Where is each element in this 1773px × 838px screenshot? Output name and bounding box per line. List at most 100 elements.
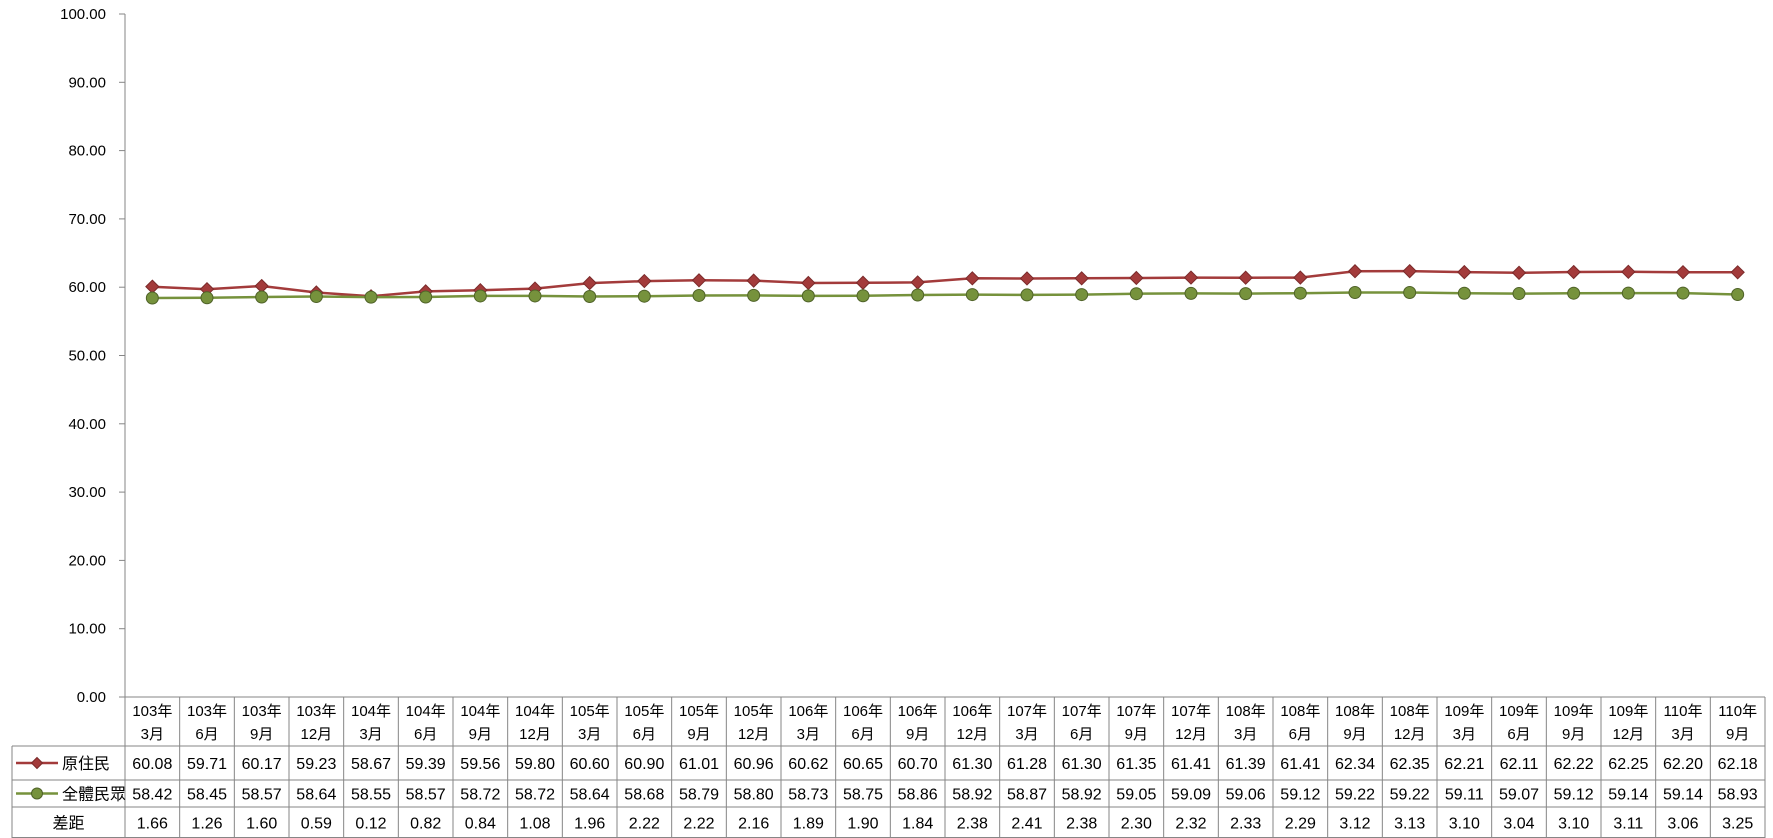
y-tick-label: 50.00: [68, 348, 106, 365]
table-cell: 61.28: [1007, 756, 1047, 773]
x-tick-label-month: 12月: [519, 726, 551, 743]
series-point-1: [1293, 270, 1308, 285]
table-cell: 3.04: [1503, 816, 1534, 833]
table-cell: 61.01: [679, 756, 719, 773]
series-point-2: [856, 289, 870, 303]
series-point-2: [692, 288, 706, 302]
table-cell: 3.11: [1613, 816, 1643, 833]
x-tick-label-year: 103年: [187, 703, 227, 720]
legend-key-marker-2: [31, 787, 43, 800]
x-tick-label-month: 12月: [1394, 726, 1426, 743]
series-point-2: [1621, 286, 1635, 300]
series-point-2: [1567, 286, 1581, 300]
y-tick-label: 40.00: [68, 416, 106, 433]
table-cell: 58.42: [132, 787, 172, 804]
series-point-2: [1457, 286, 1471, 300]
table-cell: 60.62: [788, 756, 828, 773]
series-point-2: [309, 289, 323, 303]
y-tick-label: 100.00: [60, 6, 106, 23]
table-cell: 2.38: [957, 816, 988, 833]
x-tick-label-year: 110年: [1664, 703, 1703, 720]
series-point-2: [200, 291, 214, 305]
x-tick-label-month: 12月: [1612, 726, 1644, 743]
x-tick-label-month: 3月: [797, 726, 820, 743]
x-tick-label-month: 12月: [738, 726, 770, 743]
series-point-2: [419, 290, 433, 304]
table-cell: 3.13: [1394, 816, 1425, 833]
table-cell: 62.20: [1663, 756, 1703, 773]
series-point-1: [1347, 264, 1363, 279]
x-tick-label-month: 9月: [687, 726, 710, 743]
series-point-2: [1293, 286, 1307, 300]
table-cell: 2.41: [1011, 816, 1042, 833]
series-point-1: [746, 273, 761, 288]
x-tick-label-month: 12月: [300, 726, 332, 743]
series-point-2: [473, 289, 487, 303]
table-cell: 60.96: [734, 756, 774, 773]
table-cell: 62.22: [1554, 756, 1594, 773]
table-row-label: 原住民: [62, 755, 110, 773]
x-tick-label-year: 110年: [1718, 703, 1757, 720]
table-cell: 62.35: [1390, 756, 1430, 773]
series-point-2: [1348, 286, 1362, 300]
table-cell: 62.34: [1335, 756, 1375, 773]
x-tick-label-year: 107年: [1062, 703, 1102, 720]
series-point-1: [1730, 265, 1745, 280]
table-cell: 62.21: [1444, 756, 1484, 773]
x-tick-label-month: 6月: [195, 726, 218, 743]
series-point-1: [691, 273, 707, 288]
series-point-1: [965, 271, 980, 286]
x-tick-label-year: 108年: [1226, 703, 1266, 720]
table-cell: 59.05: [1116, 787, 1156, 804]
table-cell: 1.96: [574, 816, 605, 833]
series-point-1: [637, 273, 652, 289]
series-point-1: [1457, 264, 1472, 280]
table-cell: 2.33: [1230, 816, 1261, 833]
y-tick-label: 70.00: [68, 211, 106, 228]
x-tick-label-year: 106年: [952, 703, 992, 720]
series-point-2: [1403, 286, 1417, 300]
x-tick-label-month: 9月: [1125, 726, 1148, 743]
table-cell: 1.60: [246, 816, 277, 833]
series-point-2: [364, 290, 378, 304]
series-line-2: [152, 291, 1738, 300]
table-cell: 60.08: [132, 756, 172, 773]
series-point-2: [528, 289, 542, 303]
table-cell: 1.84: [902, 816, 933, 833]
x-tick-label-year: 107年: [1007, 703, 1047, 720]
x-tick-label-year: 103年: [132, 703, 172, 720]
y-tick-label: 20.00: [68, 552, 106, 569]
table-cell: 59.22: [1335, 787, 1375, 804]
table-cell: 62.11: [1500, 756, 1539, 773]
table-cell: 58.87: [1007, 787, 1047, 804]
x-tick-label-month: 3月: [1015, 726, 1038, 743]
x-tick-label-year: 104年: [515, 703, 555, 720]
series-point-2: [583, 289, 597, 303]
y-tick-label: 10.00: [68, 621, 106, 638]
x-tick-label-month: 9月: [250, 726, 273, 743]
x-tick-label-year: 103年: [296, 703, 336, 720]
x-tick-label-month: 6月: [1070, 726, 1093, 743]
table-cell: 1.90: [847, 816, 878, 833]
table-cell: 58.92: [1062, 787, 1102, 804]
series-point-1: [1238, 270, 1253, 285]
table-cell: 3.10: [1558, 816, 1589, 833]
table-cell: 61.30: [952, 756, 992, 773]
table-cell: 58.55: [351, 787, 391, 804]
table-cell: 61.30: [1062, 756, 1102, 773]
series-point-1: [855, 275, 871, 290]
series-point-1: [1019, 271, 1035, 286]
x-tick-label-year: 107年: [1171, 703, 1211, 720]
y-tick-label: 30.00: [68, 484, 106, 501]
table-cell: 62.25: [1608, 756, 1648, 773]
table-cell: 59.14: [1663, 787, 1703, 804]
table-cell: 59.11: [1445, 787, 1484, 804]
x-tick-label-year: 105年: [624, 703, 664, 720]
table-cell: 60.17: [242, 756, 282, 773]
table-cell: 59.14: [1608, 787, 1648, 804]
x-tick-label-month: 6月: [1507, 726, 1530, 743]
table-cell: 59.56: [460, 756, 500, 773]
table-cell: 58.72: [460, 787, 500, 804]
table-cell: 1.08: [519, 816, 550, 833]
x-tick-label-month: 9月: [1562, 726, 1585, 743]
